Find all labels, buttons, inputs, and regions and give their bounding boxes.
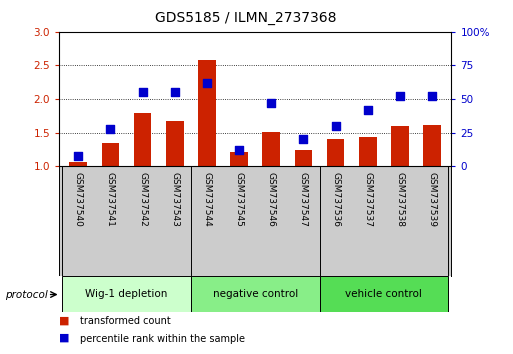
- Bar: [263, 132, 280, 166]
- Point: [300, 137, 308, 142]
- Text: GDS5185 / ILMN_2737368: GDS5185 / ILMN_2737368: [155, 11, 337, 25]
- Text: transformed count: transformed count: [80, 316, 170, 326]
- Bar: [166, 121, 184, 166]
- Text: Wig-1 depletion: Wig-1 depletion: [85, 289, 168, 299]
- Bar: [62, 276, 191, 312]
- Bar: [191, 276, 320, 312]
- Text: ■: ■: [59, 315, 69, 325]
- Point: [203, 80, 211, 86]
- Bar: [230, 152, 248, 166]
- Bar: [102, 143, 120, 166]
- Point: [267, 100, 275, 106]
- Point: [171, 90, 179, 95]
- Text: GSM737546: GSM737546: [267, 172, 276, 227]
- Point: [139, 90, 147, 95]
- Point: [74, 153, 83, 159]
- Text: protocol: protocol: [5, 290, 48, 299]
- Point: [235, 147, 243, 153]
- Bar: [198, 60, 216, 166]
- Point: [364, 107, 372, 113]
- Point: [106, 126, 114, 132]
- Text: ■: ■: [59, 333, 69, 343]
- Text: GSM737543: GSM737543: [170, 172, 180, 227]
- Text: GSM737541: GSM737541: [106, 172, 115, 227]
- Text: GSM737540: GSM737540: [74, 172, 83, 227]
- Bar: [294, 149, 312, 166]
- Bar: [327, 139, 345, 166]
- Point: [331, 123, 340, 129]
- Text: GSM737544: GSM737544: [203, 172, 211, 227]
- Point: [428, 93, 436, 99]
- Text: GSM737539: GSM737539: [428, 172, 437, 227]
- Text: vehicle control: vehicle control: [345, 289, 422, 299]
- Point: [396, 93, 404, 99]
- Text: GSM737547: GSM737547: [299, 172, 308, 227]
- Text: GSM737545: GSM737545: [234, 172, 244, 227]
- Text: GSM737542: GSM737542: [138, 172, 147, 227]
- Bar: [423, 125, 441, 166]
- Text: GSM737538: GSM737538: [396, 172, 404, 227]
- Bar: [391, 126, 409, 166]
- Text: negative control: negative control: [212, 289, 298, 299]
- Text: GSM737537: GSM737537: [363, 172, 372, 227]
- Bar: [134, 113, 151, 166]
- Bar: [359, 137, 377, 166]
- Text: percentile rank within the sample: percentile rank within the sample: [80, 334, 245, 344]
- Bar: [69, 162, 87, 166]
- Text: GSM737536: GSM737536: [331, 172, 340, 227]
- Bar: [320, 276, 448, 312]
